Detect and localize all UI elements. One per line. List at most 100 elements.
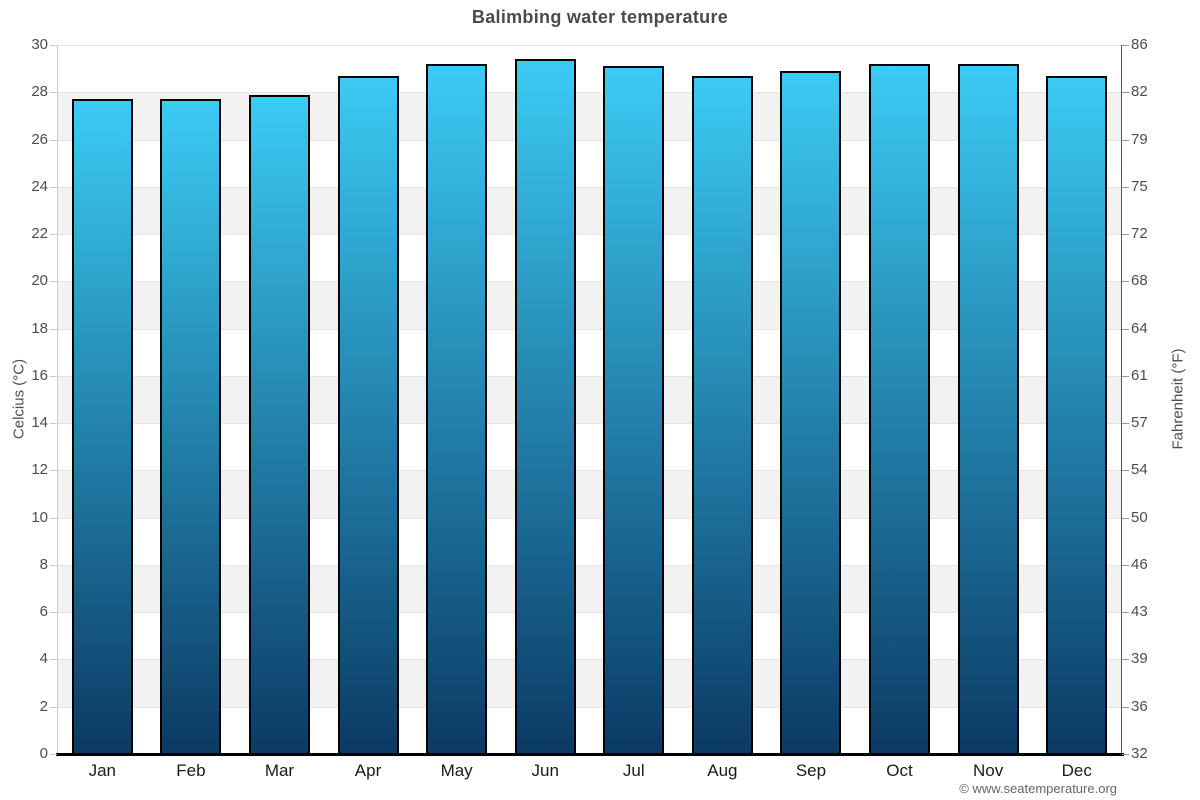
gridline xyxy=(58,140,1121,141)
y-tick-label-left: 20 xyxy=(31,272,48,290)
y-tick-label-left: 4 xyxy=(39,650,48,668)
tick-mark-right xyxy=(1122,187,1129,188)
y-tick-label-right: 64 xyxy=(1131,319,1148,337)
grid-band xyxy=(58,564,1121,613)
tick-mark-right xyxy=(1122,565,1129,566)
tick-mark-left xyxy=(50,92,57,93)
gridline xyxy=(58,423,1121,424)
grid-band xyxy=(58,186,1121,235)
tick-mark-left xyxy=(50,423,57,424)
gridline xyxy=(58,659,1121,660)
x-tick-label-oct: Oct xyxy=(886,761,913,780)
chart-title: Balimbing water temperature xyxy=(471,7,729,27)
tick-mark-right xyxy=(1122,234,1129,235)
y-tick-label-left: 0 xyxy=(39,745,48,762)
grid-band xyxy=(58,470,1121,518)
bottom-axis-line xyxy=(56,753,1124,756)
tick-mark-left xyxy=(50,612,57,613)
y-tick-label-right: 46 xyxy=(1131,555,1148,573)
y-tick-label-left: 26 xyxy=(31,130,48,148)
y-tick-label-left: 16 xyxy=(31,366,48,384)
y-tick-label-right: 61 xyxy=(1131,366,1148,384)
gridline xyxy=(58,329,1121,330)
tick-mark-right xyxy=(1122,140,1129,141)
y-tick-label-right: 75 xyxy=(1131,177,1148,195)
bar-feb xyxy=(160,99,222,754)
tick-mark-left xyxy=(50,187,57,188)
tick-mark-right xyxy=(1122,376,1129,377)
grid-band xyxy=(58,375,1121,424)
tick-mark-right xyxy=(1122,281,1129,282)
y-tick-label-left: 22 xyxy=(31,225,48,243)
y-tick-label-right: 68 xyxy=(1131,272,1148,290)
x-tick-label-dec: Dec xyxy=(1061,761,1092,780)
y-tick-label-left: 10 xyxy=(31,508,48,526)
grid-band xyxy=(58,659,1121,707)
x-tick-label-apr: Apr xyxy=(354,761,382,780)
y-tick-label-left: 12 xyxy=(31,461,48,479)
y-tick-label-right: 54 xyxy=(1131,461,1148,479)
y-tick-label-left: 30 xyxy=(31,36,48,53)
x-tick-label-jun: Jun xyxy=(531,761,559,780)
bar-sep xyxy=(780,71,842,754)
bar-jan xyxy=(71,99,133,754)
y-tick-label-right: 43 xyxy=(1131,603,1148,621)
y-tick-label-right: 50 xyxy=(1131,508,1148,526)
y-tick-label-left: 2 xyxy=(39,697,48,715)
y-tick-label-right: 72 xyxy=(1131,225,1148,243)
y-tick-label-left: 18 xyxy=(31,319,48,337)
gridline xyxy=(58,376,1121,377)
left-axis-line xyxy=(57,45,58,754)
x-tick-label-sep: Sep xyxy=(795,761,827,780)
tick-mark-right xyxy=(1122,92,1129,93)
x-tick-label-jan: Jan xyxy=(88,761,116,780)
plot-area xyxy=(58,45,1121,754)
x-tick-label-may: May xyxy=(440,761,473,780)
gridline xyxy=(58,92,1121,93)
tick-mark-right xyxy=(1122,423,1129,424)
bar-may xyxy=(426,64,488,754)
gridline xyxy=(58,187,1121,188)
bar-nov xyxy=(957,64,1019,754)
tick-mark-right xyxy=(1122,470,1129,471)
tick-mark-left xyxy=(50,234,57,235)
y-tick-label-right: 82 xyxy=(1131,83,1148,101)
bar-oct xyxy=(869,64,931,754)
tick-mark-left xyxy=(50,659,57,660)
tick-mark-right xyxy=(1122,329,1129,330)
tick-mark-left xyxy=(50,707,57,708)
tick-mark-left xyxy=(50,329,57,330)
y-axis-label-fahrenheit: Fahrenheit (°F) xyxy=(1169,348,1187,450)
tick-mark-right xyxy=(1122,612,1129,613)
x-tick-label-aug: Aug xyxy=(707,761,738,780)
copyright-link[interactable]: © www.seatemperature.org xyxy=(959,781,1117,796)
x-tick-label-jul: Jul xyxy=(622,761,645,780)
tick-mark-left xyxy=(50,281,57,282)
gridline xyxy=(58,234,1121,235)
y-tick-label-right: 57 xyxy=(1131,414,1148,432)
gridline xyxy=(58,281,1121,282)
tick-mark-left xyxy=(50,470,57,471)
x-tick-label-feb: Feb xyxy=(176,761,206,780)
y-tick-label-right: 86 xyxy=(1131,36,1148,53)
tick-mark-left xyxy=(50,376,57,377)
tick-mark-right xyxy=(1122,659,1129,660)
gridline xyxy=(58,518,1121,519)
gridline xyxy=(58,470,1121,471)
tick-mark-left xyxy=(50,754,57,755)
y-tick-label-left: 6 xyxy=(39,603,48,621)
y-tick-label-right: 79 xyxy=(1131,130,1148,148)
gridline xyxy=(58,45,1121,46)
bar-jul xyxy=(603,66,665,754)
y-tick-label-left: 28 xyxy=(31,83,48,101)
gridline xyxy=(58,612,1121,613)
grid-band xyxy=(58,281,1121,329)
x-tick-label-nov: Nov xyxy=(973,761,1004,780)
y-tick-label-right: 32 xyxy=(1131,745,1148,762)
gridline xyxy=(58,707,1121,708)
tick-mark-left xyxy=(50,140,57,141)
tick-mark-right xyxy=(1122,45,1129,46)
y-tick-label-left: 8 xyxy=(39,555,48,573)
y-tick-label-right: 36 xyxy=(1131,697,1148,715)
tick-mark-left xyxy=(50,518,57,519)
